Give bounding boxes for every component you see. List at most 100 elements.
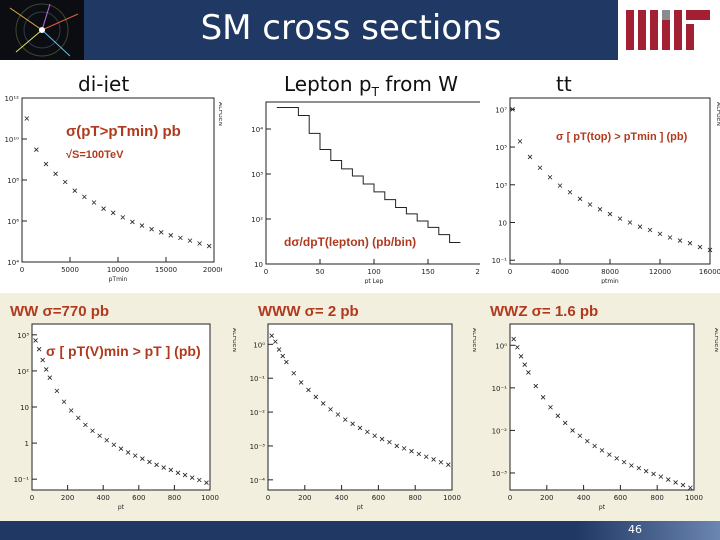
x-tick-label: 800: [168, 494, 181, 502]
data-point: [168, 467, 174, 473]
data-point: [431, 457, 436, 462]
data-point: [54, 388, 60, 394]
x-axis-label: pTmin: [109, 276, 128, 283]
plot-area: [268, 324, 452, 490]
data-point: [387, 439, 392, 445]
y-tick-label: 10: [254, 261, 263, 269]
x-tick-label: 400: [97, 494, 110, 502]
data-point: [149, 226, 154, 232]
slide-footer: 46: [0, 521, 720, 540]
data-point: [82, 194, 87, 200]
data-point: [673, 480, 678, 485]
generator-label: ALPGEN: [231, 328, 236, 352]
data-point: [291, 370, 297, 376]
data-point: [280, 353, 286, 359]
data-point: [665, 477, 671, 482]
y-tick-label: 10⁻¹: [250, 375, 266, 383]
chart-title: WWZ σ= 1.6 pb: [490, 303, 598, 320]
data-point: [657, 231, 663, 237]
data-point: [168, 233, 174, 238]
data-point: [365, 429, 370, 435]
section-label-tt: tt: [556, 72, 572, 96]
y-tick-label: 10³: [17, 332, 29, 340]
data-point: [118, 446, 124, 451]
x-tick-label: 200: [61, 494, 74, 502]
x-tick-label: 0: [266, 494, 270, 502]
data-point: [154, 462, 159, 468]
x-tick-label: 1000: [201, 494, 219, 502]
data-point: [182, 472, 188, 478]
data-point: [306, 387, 311, 393]
data-point: [90, 428, 95, 434]
data-point: [111, 442, 117, 448]
y-tick-label: 10¹²: [4, 95, 19, 103]
x-tick-label: 400: [577, 494, 590, 502]
data-point: [511, 336, 516, 342]
data-point: [379, 436, 385, 442]
data-point: [139, 223, 145, 228]
data-point: [522, 362, 528, 367]
chart-tt: 10⁷ 10⁵ 10³ 10 10⁻¹0 4000 8000 12000 16000 ptmin A…: [492, 97, 720, 284]
x-tick-label: 5000: [61, 266, 79, 274]
chart-title: WWW σ= 2 pb: [258, 303, 359, 320]
data-point: [587, 202, 593, 207]
data-point: [178, 235, 183, 241]
data-point: [515, 344, 520, 350]
y-tick-label: 10: [20, 404, 29, 412]
data-point: [627, 220, 633, 225]
y-tick-label: 10⁰: [253, 341, 265, 349]
slide-title: SM cross sections: [200, 8, 502, 48]
data-point: [647, 227, 653, 233]
data-point: [197, 241, 202, 246]
plot-frame: [509, 97, 711, 265]
x-tick-label: 16000: [699, 268, 720, 276]
plot-tt: 10⁷ 10⁵ 10³ 10 10⁻¹ 0 4000 8000 12000 16000 ptmin A…: [480, 92, 720, 284]
data-point: [125, 450, 131, 455]
data-point: [83, 422, 88, 428]
data-point: [357, 425, 363, 431]
chart-www: 10⁰ 10⁻¹ 10⁻² 10⁻³ 10⁻⁴ 0 200 400 600 800 1000 pt AL…: [250, 303, 476, 511]
data-point: [43, 367, 49, 372]
data-point: [24, 116, 30, 121]
x-axis-label: pt Lep: [365, 278, 384, 284]
y-tick-label: 10⁴: [7, 259, 19, 267]
data-point: [34, 147, 39, 153]
data-point: [130, 219, 135, 225]
y-tick-label: 10⁻³: [492, 470, 508, 478]
data-point: [276, 347, 282, 352]
data-point: [158, 230, 164, 235]
chart-wwz: 10⁰ 10⁻¹ 10⁻² 10⁻³ 0 200 400 600 800 1000 pt ALPGEN…: [490, 303, 718, 511]
data-point: [518, 354, 524, 359]
data-point: [97, 433, 102, 439]
chart-annotation: dσ/dpT(lepton) (pb/bin): [284, 235, 416, 249]
generator-label: ALPGEN: [713, 328, 718, 352]
x-axis-label: ptmin: [601, 278, 619, 284]
x-tick-label: 1000: [443, 494, 461, 502]
plot-area: [32, 324, 210, 490]
x-tick-label: 4000: [551, 268, 569, 276]
plot-area: [510, 324, 694, 490]
data-point: [132, 453, 138, 458]
data-point: [621, 459, 627, 465]
plot-www: 10⁰ 10⁻¹ 10⁻² 10⁻³ 10⁻⁴ 0 200 400 600 800 1000 pt AL…: [240, 296, 476, 512]
data-point: [688, 485, 693, 491]
data-point: [677, 238, 683, 243]
x-tick-label: 0: [508, 268, 512, 276]
data-point: [372, 433, 378, 439]
data-point: [284, 359, 289, 365]
x-tick-label: 12000: [649, 268, 671, 276]
data-point: [592, 443, 597, 449]
particle-tracks-graphic: [0, 0, 84, 60]
chart-annotation: σ(pT>pTmin) pb: [66, 123, 181, 140]
x-tick-label: 0: [508, 494, 512, 502]
x-tick-label: 800: [409, 494, 422, 502]
data-point: [53, 171, 58, 177]
plot-frame: [267, 323, 453, 491]
data-point: [537, 165, 543, 171]
x-tick-label: 600: [372, 494, 385, 502]
data-point: [526, 370, 531, 375]
mit-logo: [622, 6, 714, 54]
data-point: [187, 238, 193, 243]
data-point: [607, 211, 613, 217]
data-point: [47, 375, 53, 380]
